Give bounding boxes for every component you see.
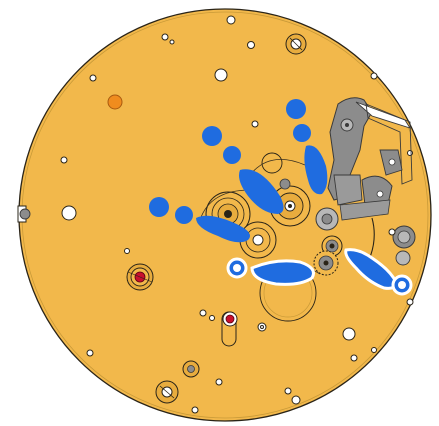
screw-top-right — [285, 33, 307, 55]
screw-bottom — [155, 380, 179, 404]
blue-dot-marker — [149, 197, 169, 217]
left-holes — [60, 120, 259, 254]
blue-dot-marker — [293, 124, 311, 142]
gear-train — [199, 152, 311, 259]
blue-teardrop-marker — [304, 145, 328, 195]
lever-arm — [327, 97, 413, 263]
top-screws — [89, 15, 378, 82]
escapement — [313, 207, 416, 276]
stem-notch — [17, 205, 31, 223]
orange-jewel-hole — [107, 94, 123, 110]
blue-dot-marker — [286, 99, 306, 119]
bottom-components — [86, 150, 414, 414]
blue-teardrop-marker — [239, 169, 284, 214]
jewel-assembly-center — [199, 309, 267, 347]
blue-dot-marker — [223, 146, 241, 164]
blue-teardrop-marker — [196, 215, 250, 243]
jewel-assembly-left — [126, 263, 154, 291]
blue-dot-marker — [175, 206, 193, 224]
indicator-markers — [149, 99, 328, 243]
ring-centers — [233, 264, 406, 289]
blue-dot-marker — [202, 126, 222, 146]
blue-outlined-lobe-marker — [250, 259, 315, 286]
